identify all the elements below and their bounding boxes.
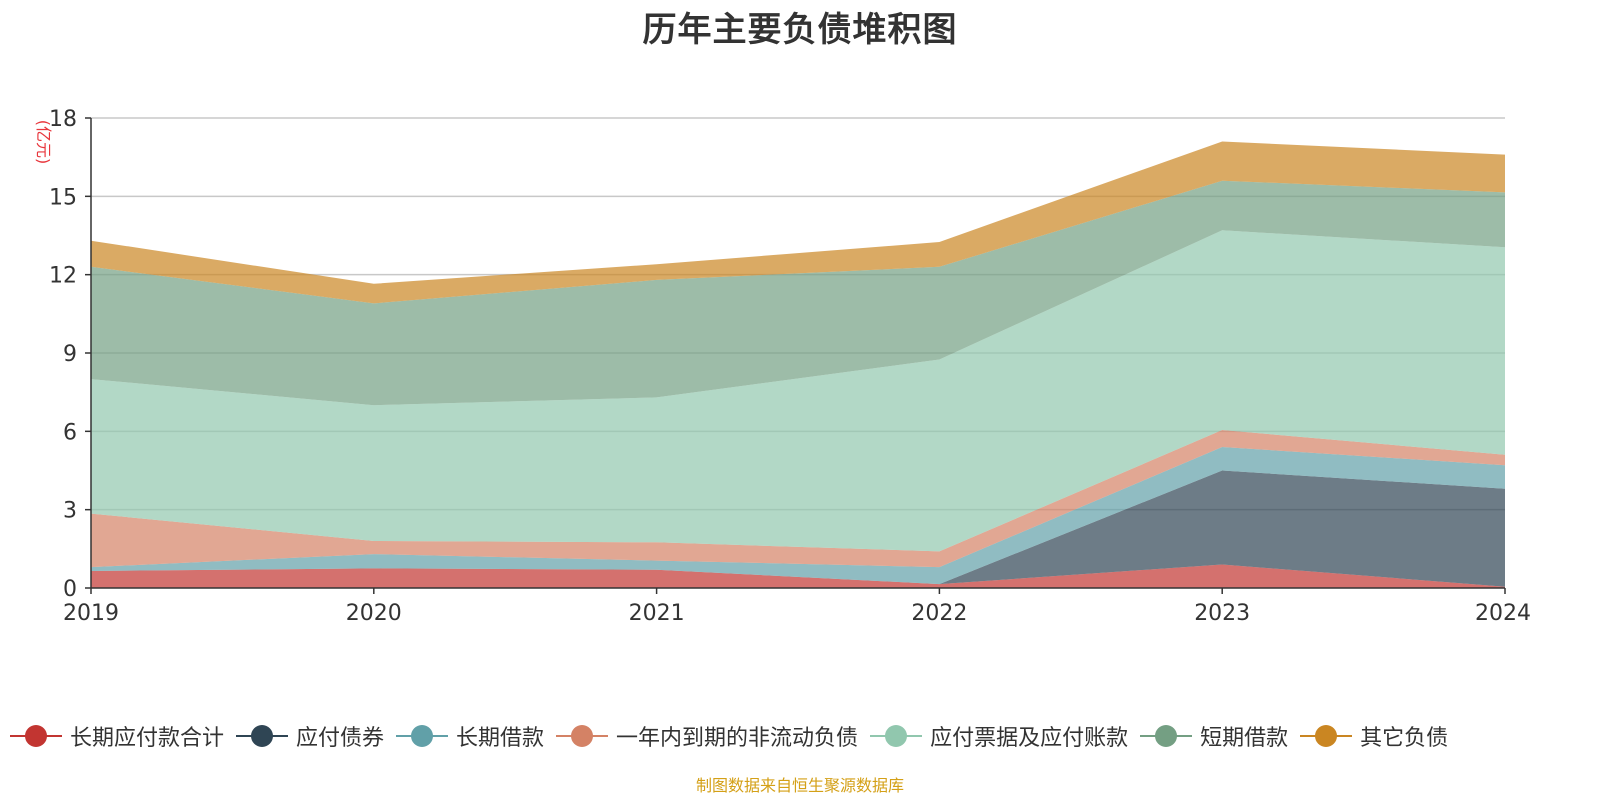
legend-label: 应付债券	[296, 726, 385, 751]
legend-item[interactable]: 短期借款	[1140, 720, 1288, 752]
y-tick-label: 12	[49, 264, 77, 289]
x-tick-label: 2022	[911, 601, 967, 626]
y-tick-label: 6	[63, 420, 77, 445]
legend-marker-icon	[396, 723, 449, 749]
legend-item[interactable]: 长期应付款合计	[10, 720, 224, 752]
area-series-一年内到期的非流动负债[interactable]	[91, 430, 1505, 568]
chart-title: 历年主要负债堆积图	[642, 10, 958, 50]
legend: 长期应付款合计 应付债券 长期借款 一年内到期的非流动负债 应付票据及应付账款 短期借款 其…	[10, 718, 1448, 754]
legend-label: 短期借款	[1200, 726, 1289, 751]
legend-marker-icon	[556, 723, 609, 749]
legend-item[interactable]: 应付债券	[236, 720, 384, 752]
x-tick-label: 2019	[63, 601, 119, 626]
x-tick-label: 2023	[1194, 601, 1250, 626]
legend-label: 长期借款	[456, 726, 545, 751]
legend-marker-icon	[870, 723, 923, 749]
data-source-note: 制图数据来自恒生聚源数据库	[695, 776, 904, 795]
legend-marker-icon	[10, 723, 62, 749]
area-series-长期借款[interactable]	[91, 447, 1505, 585]
y-axis-unit-label: (亿元)	[34, 120, 53, 165]
x-tick-label: 2020	[346, 601, 402, 626]
y-tick-label: 9	[63, 342, 77, 367]
legend-label: 应付票据及应付账款	[930, 726, 1129, 751]
y-tick-label: 3	[63, 499, 77, 524]
x-axis-ticks: 2019 2020 2021 2022 2023 2024	[63, 588, 1531, 626]
y-tick-label: 18	[49, 107, 77, 132]
legend-item[interactable]: 其它负债	[1300, 720, 1448, 752]
x-tick-label: 2024	[1475, 601, 1531, 626]
legend-item[interactable]: 一年内到期的非流动负债	[556, 720, 858, 752]
legend-marker-icon	[1140, 723, 1193, 749]
y-tick-label: 15	[49, 185, 77, 210]
y-tick-label: 0	[63, 577, 77, 602]
legend-marker-icon	[1300, 723, 1353, 749]
legend-marker-icon	[236, 723, 289, 749]
area-series-长期应付款合计[interactable]	[91, 564, 1505, 589]
legend-item[interactable]: 应付票据及应付账款	[870, 720, 1128, 752]
legend-label: 其它负债	[1360, 726, 1449, 751]
legend-label: 一年内到期的非流动负债	[616, 726, 859, 751]
area-series-应付票据及应付账款[interactable]	[91, 230, 1505, 552]
y-axis-ticks: 0 3 6 9 12 15 18	[49, 107, 91, 602]
x-tick-label: 2021	[629, 601, 685, 626]
area-series-短期借款[interactable]	[91, 180, 1505, 406]
area-series	[91, 141, 1505, 589]
area-series-其它负债[interactable]	[91, 141, 1505, 304]
legend-label: 长期应付款合计	[70, 726, 225, 751]
legend-item[interactable]: 长期借款	[396, 720, 544, 752]
area-series-应付债券[interactable]	[91, 470, 1505, 587]
